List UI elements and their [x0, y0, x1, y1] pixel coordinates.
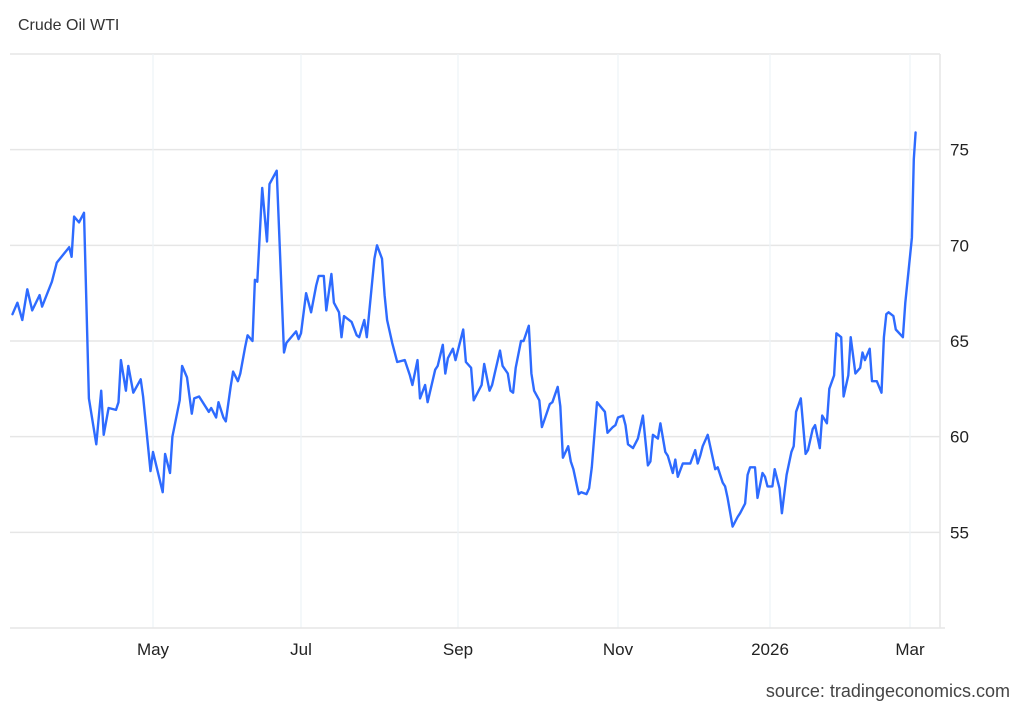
x-tick-label: Nov [603, 640, 634, 659]
axes [10, 54, 945, 629]
x-tick-label: Jul [290, 640, 312, 659]
tick-labels: 55 60 65 70 75 May Jul Sep Nov 2026 Mar [137, 141, 969, 659]
source-credit: source: tradingeconomics.com [765, 681, 1010, 701]
y-tick-label: 60 [950, 428, 969, 447]
x-tick-label: May [137, 640, 170, 659]
y-tick-label: 70 [950, 236, 969, 255]
gridlines [10, 53, 940, 628]
x-tick-label: 2026 [751, 640, 789, 659]
y-tick-label: 55 [950, 523, 969, 542]
chart-title: Crude Oil WTI [18, 17, 120, 34]
x-tick-label: Mar [895, 640, 925, 659]
series-line [11, 131, 917, 528]
x-tick-label: Sep [443, 640, 473, 659]
y-tick-label: 75 [950, 141, 969, 160]
y-tick-label: 65 [950, 332, 969, 351]
series-layer [11, 131, 917, 528]
